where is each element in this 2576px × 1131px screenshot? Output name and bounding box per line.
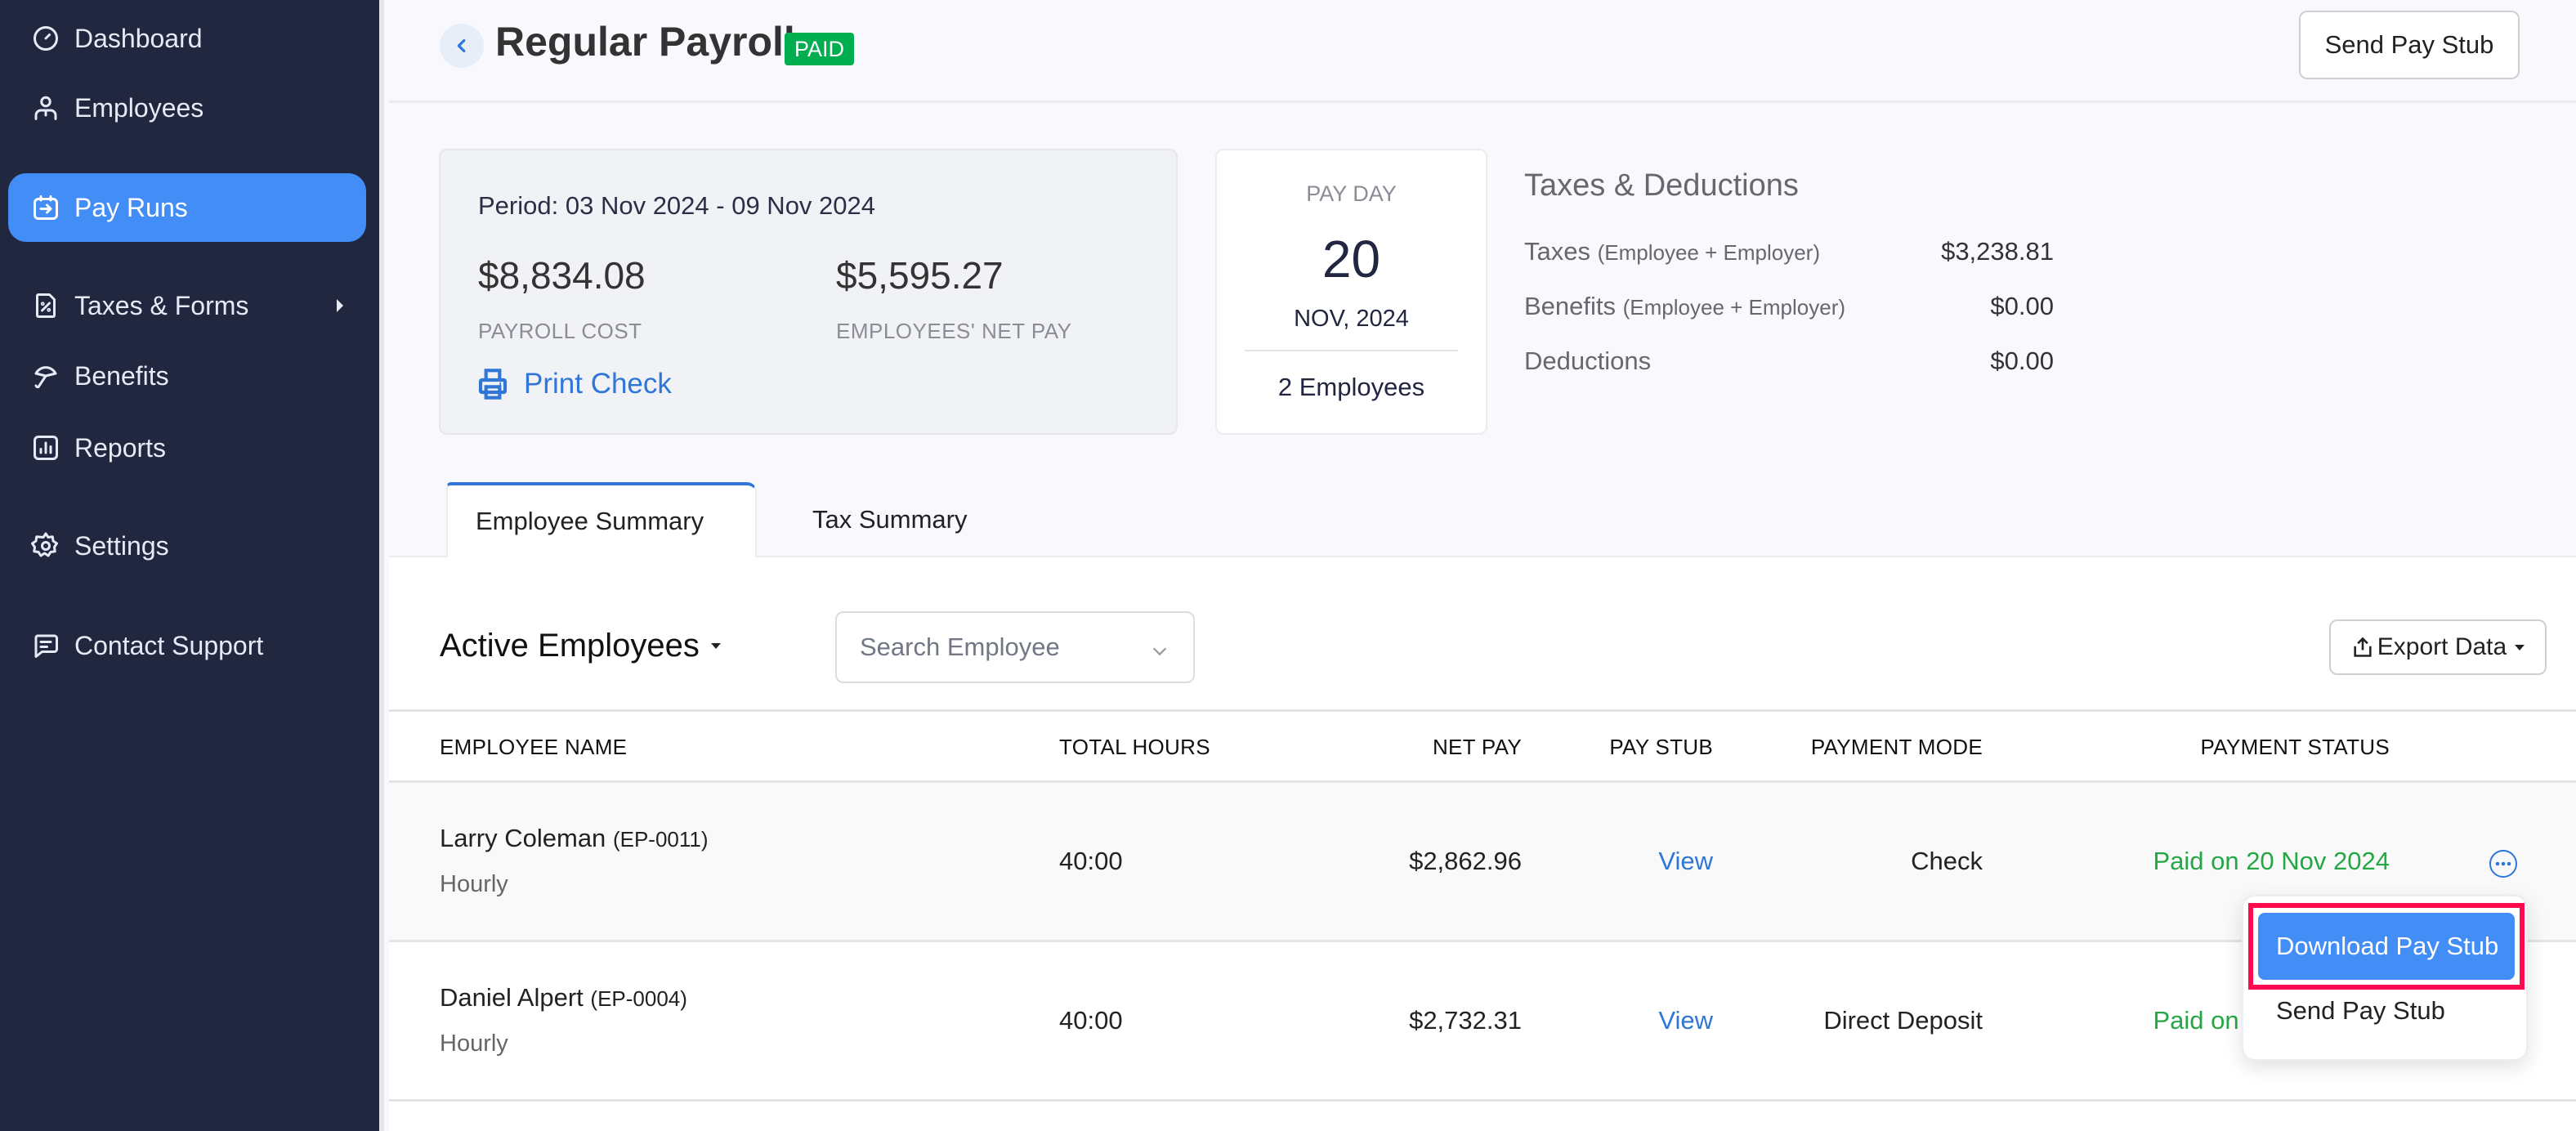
pay-day-month: NOV, 2024 xyxy=(1294,306,1409,332)
period: Period: 03 Nov 2024 - 09 Nov 2024 xyxy=(478,191,876,220)
sidebar-item-settings[interactable]: Settings xyxy=(8,512,366,580)
sidebar-item-pay-runs[interactable]: Pay Runs xyxy=(8,173,366,242)
employee-type: Hourly xyxy=(440,1030,508,1057)
sidebar-item-taxes-forms[interactable]: Taxes & Forms xyxy=(8,271,366,340)
sidebar-item-label: Benefits xyxy=(74,360,169,391)
printer-icon xyxy=(478,369,508,400)
payment-mode: Check xyxy=(1911,847,1983,875)
employee-type: Hourly xyxy=(440,871,508,897)
net-pay-label: EMPLOYEES' NET PAY xyxy=(836,319,1072,343)
bar-chart-icon xyxy=(29,431,62,464)
employee-filter-dropdown[interactable]: Active Employees xyxy=(440,628,721,664)
table-header: EMPLOYEE NAME TOTAL HOURS NET PAY PAY ST… xyxy=(389,709,2576,783)
ellipsis-icon xyxy=(2495,861,2511,866)
umbrella-icon xyxy=(29,360,62,392)
sidebar-item-employees[interactable]: Employees xyxy=(8,74,366,142)
taxes-deductions-title: Taxes & Deductions xyxy=(1524,168,1799,203)
payment-status: Paid on 20 Nov 2024 xyxy=(2153,847,2390,875)
payroll-summary-card: Period: 03 Nov 2024 - 09 Nov 2024 $8,834… xyxy=(439,149,1178,435)
pay-day-label: PAY DAY xyxy=(1306,181,1397,206)
pay-day-card: PAY DAY 20 NOV, 2024 2 Employees xyxy=(1215,149,1487,435)
chevron-right-icon xyxy=(337,299,343,312)
send-pay-stub-button[interactable]: Send Pay Stub xyxy=(2299,11,2520,79)
employee-summary-panel: Active Employees Export Data EMPLOYEE NA… xyxy=(389,557,2576,1131)
deductions-value: $0.00 xyxy=(1990,346,2054,375)
row-actions-menu: Download Pay Stub Send Pay Stub xyxy=(2242,895,2528,1061)
taxes-deductions: Taxes & Deductions Taxes (Employee + Emp… xyxy=(1524,149,2054,435)
search-employee-select[interactable] xyxy=(835,611,1195,683)
chevron-down-icon xyxy=(1151,637,1169,656)
download-pay-stub-menu-item[interactable]: Download Pay Stub xyxy=(2258,913,2515,980)
sidebar-item-label: Contact Support xyxy=(74,630,264,660)
sidebar-item-reports[interactable]: Reports xyxy=(8,414,366,482)
chat-icon xyxy=(29,629,62,662)
net-pay-value: $5,595.27 xyxy=(836,254,1004,297)
upload-icon xyxy=(2354,637,2372,657)
back-button[interactable] xyxy=(440,24,484,68)
employee-name: Larry Coleman (EP-0011) xyxy=(440,824,709,852)
net-pay: $2,862.96 xyxy=(1409,847,1522,875)
taxes-value: $3,238.81 xyxy=(1941,237,2054,266)
sidebar-item-label: Employees xyxy=(74,92,204,123)
net-pay: $2,732.31 xyxy=(1409,1006,1522,1035)
period-value: 03 Nov 2024 - 09 Nov 2024 xyxy=(565,191,876,220)
send-pay-stub-menu-item[interactable]: Send Pay Stub xyxy=(2276,996,2445,1025)
sidebar-item-dashboard[interactable]: Dashboard xyxy=(8,4,366,73)
column-header: PAYMENT STATUS xyxy=(2200,735,2390,759)
column-header: PAYMENT MODE xyxy=(1810,735,1983,759)
gauge-icon xyxy=(29,22,62,55)
sidebar: Dashboard Employees Pay Runs Taxes & For… xyxy=(0,0,384,1131)
divider xyxy=(1245,350,1458,351)
page-title: Regular Payroll xyxy=(495,19,795,65)
employee-count: 2 Employees xyxy=(1277,373,1425,401)
employee-name: Daniel Alpert (EP-0004) xyxy=(440,983,687,1012)
sidebar-item-label: Pay Runs xyxy=(74,192,188,222)
total-hours: 40:00 xyxy=(1059,847,1123,875)
calendar-arrow-icon xyxy=(29,191,62,224)
column-header: PAY STUB xyxy=(1609,735,1713,759)
employee-table: EMPLOYEE NAME TOTAL HOURS NET PAY PAY ST… xyxy=(389,709,2576,1102)
user-icon xyxy=(29,92,62,124)
view-pay-stub-link[interactable]: View xyxy=(1658,1006,1713,1035)
sidebar-item-label: Reports xyxy=(74,432,167,463)
print-check-link[interactable]: Print Check xyxy=(478,368,672,400)
payroll-cost-label: PAYROLL COST xyxy=(478,319,642,343)
sidebar-item-contact-support[interactable]: Contact Support xyxy=(8,611,366,680)
sidebar-item-label: Taxes & Forms xyxy=(74,290,249,320)
caret-down-icon xyxy=(2515,644,2525,650)
sidebar-item-benefits[interactable]: Benefits xyxy=(8,342,366,410)
export-data-button[interactable]: Export Data xyxy=(2329,619,2547,675)
benefits-row: Benefits (Employee + Employer) $0.00 xyxy=(1524,292,2054,320)
tab-tax-summary[interactable]: Tax Summary xyxy=(812,505,968,534)
sidebar-item-label: Settings xyxy=(74,530,169,561)
pay-day-date: 20 xyxy=(1322,230,1381,288)
row-actions-button[interactable] xyxy=(2489,850,2517,878)
column-header: EMPLOYEE NAME xyxy=(440,735,628,759)
column-header: NET PAY xyxy=(1432,735,1522,759)
chevron-left-icon xyxy=(457,38,466,53)
page-header: Regular Payroll PAID Send Pay Stub xyxy=(389,0,2576,103)
highlight-box: Download Pay Stub xyxy=(2248,903,2525,990)
taxes-row: Taxes (Employee + Employer) $3,238.81 xyxy=(1524,237,2054,266)
column-header: TOTAL HOURS xyxy=(1059,735,1210,759)
percent-doc-icon xyxy=(29,289,62,322)
sidebar-item-label: Dashboard xyxy=(74,23,203,53)
deductions-row: Deductions $0.00 xyxy=(1524,346,2054,375)
table-row[interactable]: Larry Coleman (EP-0011) Hourly 40:00 $2,… xyxy=(389,783,2576,942)
tabs: Employee Summary Tax Summary xyxy=(389,482,2576,557)
total-hours: 40:00 xyxy=(1059,1006,1123,1035)
benefits-value: $0.00 xyxy=(1990,292,2054,320)
payroll-cost-value: $8,834.08 xyxy=(478,254,646,297)
status-badge: PAID xyxy=(785,33,855,65)
view-pay-stub-link[interactable]: View xyxy=(1658,847,1713,875)
gear-icon xyxy=(29,530,62,562)
search-input[interactable] xyxy=(860,633,1121,662)
tab-employee-summary[interactable]: Employee Summary xyxy=(446,482,757,557)
caret-down-icon xyxy=(710,643,721,649)
payment-mode: Direct Deposit xyxy=(1823,1006,1983,1035)
